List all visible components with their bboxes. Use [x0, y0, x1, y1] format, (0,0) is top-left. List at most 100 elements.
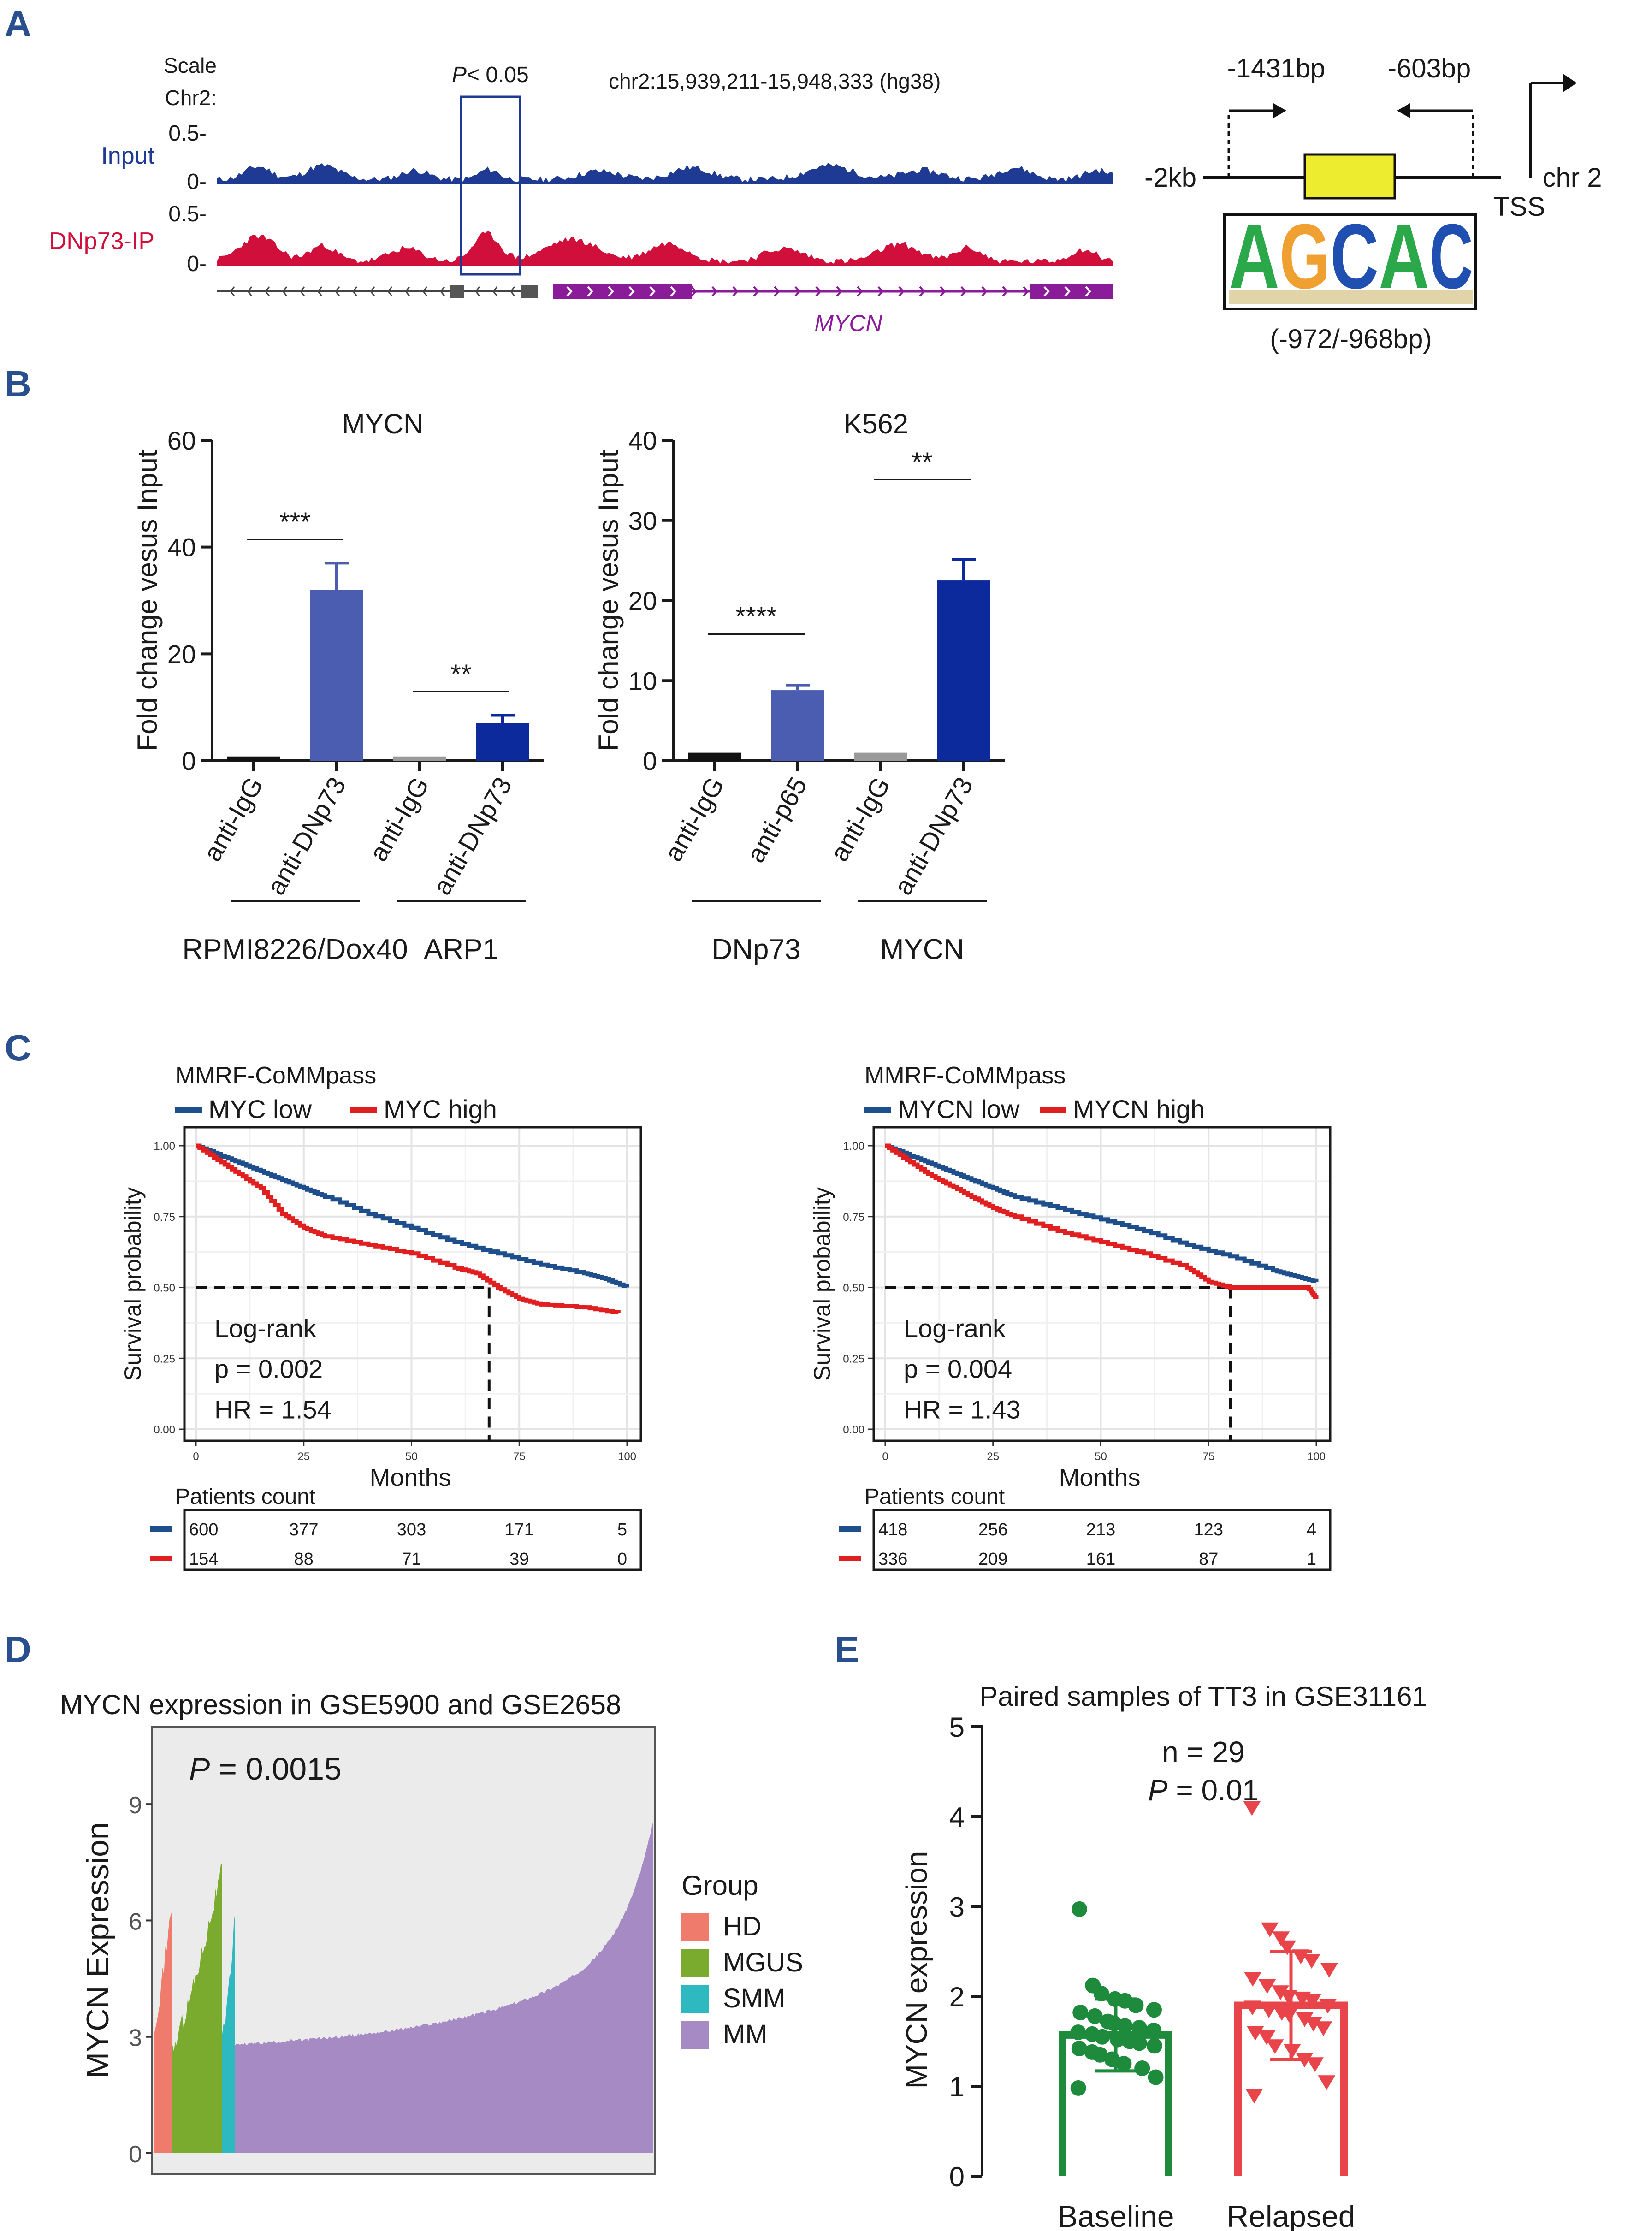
group-label: MYCN: [880, 934, 965, 965]
y-tick-label: 0.25: [843, 1353, 864, 1365]
km-stat: Log-rank: [214, 1314, 317, 1343]
baseline-point: [1131, 2035, 1147, 2051]
d-expression-chart: MYCN expression in GSE5900 and GSE2658 0 3…: [60, 1689, 803, 2175]
panel-d: D MYCN expression in GSE5900 and GSE2658…: [5, 1629, 803, 2175]
risk-cell: 5: [617, 1520, 627, 1539]
relapsed-point: [1296, 2012, 1314, 2027]
x-tick-label: 75: [513, 1450, 526, 1463]
ip-tick-05: 0.5-: [168, 202, 207, 226]
panel-letter-b: B: [5, 363, 31, 404]
motif-logo: A G C A C: [1229, 205, 1473, 308]
genome-region: chr2:15,939,211-15,948,333 (hg38): [609, 69, 941, 93]
relapsed-point: [1279, 1990, 1297, 2005]
relapsed-point: [1306, 2057, 1324, 2072]
y-tick-label: 5: [949, 1712, 965, 1743]
bar: [227, 756, 280, 761]
strand-arrow-icon: [405, 286, 410, 296]
y-tick-label: 0.25: [154, 1353, 175, 1365]
baseline-strip: [153, 2153, 654, 2173]
y-tick-label: 0: [949, 2161, 965, 2192]
bar: [688, 752, 741, 761]
x-tick-label: anti-IgG: [824, 772, 895, 866]
significance-box: [460, 95, 521, 276]
relapsed-point: [1244, 1972, 1262, 1987]
y-tick-label: 0: [182, 746, 196, 775]
y-tick-label: 9: [129, 1792, 142, 1819]
km-title: MMRF-CoMMpass: [175, 1062, 376, 1089]
mycn-arrow-icon: [857, 286, 863, 297]
dnp73-ip-coverage-track: [217, 231, 1113, 266]
y-tick-label: 2: [949, 1982, 965, 2012]
risk-table-title: Patients count: [864, 1485, 1005, 1509]
legend-label-high: MYC high: [384, 1095, 497, 1124]
reverse-primer-arrow-icon: [1397, 103, 1410, 118]
legend-swatch-mm: [681, 2021, 709, 2049]
legend-swatch-mgus: [681, 1949, 709, 1977]
y-tick-label: 0.50: [154, 1282, 175, 1295]
x-tick-label: 0: [193, 1450, 199, 1463]
km-stat: HR = 1.43: [904, 1395, 1021, 1424]
y-tick-label: 0.00: [843, 1424, 864, 1436]
p-value-label: P< 0.05: [452, 63, 529, 87]
risk-cell: 377: [289, 1520, 318, 1539]
significance-stars: ****: [735, 602, 777, 632]
legend-label-mm: MM: [723, 2019, 768, 2049]
y-axis-label: MYCN expression: [900, 1851, 933, 2089]
mycn-arrow-icon: [1064, 286, 1071, 297]
baseline-point: [1117, 2018, 1133, 2034]
plot-border: [183, 1126, 642, 1442]
mycn-exon-1: [553, 284, 692, 299]
baseline-point: [1093, 1986, 1109, 2002]
panel-letter-e: E: [835, 1629, 859, 1670]
primer-left-label: -1431bp: [1227, 53, 1326, 83]
strand-arrow-icon: [282, 286, 288, 296]
x-tick-label: anti-IgG: [363, 772, 434, 866]
legend-swatch-high: [350, 1107, 377, 1113]
relapsed-point: [1320, 1963, 1338, 1978]
y-tick-label: 30: [628, 506, 657, 535]
relapsed-point: [1314, 2021, 1332, 2036]
relapsed-point: [1266, 2039, 1284, 2054]
exon-block: [521, 285, 538, 298]
relapsed-point: [1303, 1954, 1320, 1969]
risk-row-marker: [150, 1526, 172, 1532]
relapsed-point: [1245, 2089, 1263, 2104]
x-tick-label: anti-p65: [741, 772, 813, 868]
relapsed-point: [1318, 2075, 1336, 2090]
relapsed-point: [1243, 1801, 1261, 1816]
bar: [771, 690, 824, 761]
y-tick-label: 0.50: [843, 1282, 864, 1295]
x-tick-label: 0: [882, 1450, 888, 1463]
relapsed-point: [1283, 2044, 1301, 2059]
mycn-arrow-icon: [1023, 286, 1029, 297]
y-tick-label: 4: [949, 1802, 965, 1833]
bar: [310, 590, 363, 761]
gene-label: MYCN: [814, 310, 882, 336]
bar: [476, 723, 529, 761]
plot-border: [872, 1126, 1332, 1442]
y-axis-label: Fold change vesus Input: [132, 450, 163, 751]
track-dnp73-label: DNp73-IP: [49, 228, 154, 254]
survival-curve-mycn-high: [885, 1143, 1319, 1299]
x-tick-label: anti-DNp73: [888, 772, 978, 900]
relapsed-point: [1304, 2017, 1322, 2032]
y-tick-label: 20: [167, 639, 196, 669]
y-tick-label: 0: [129, 2141, 142, 2168]
risk-cell: 209: [978, 1550, 1007, 1569]
mycn-arrow-icon: [608, 286, 614, 297]
mycn-arrow-icon: [711, 286, 718, 297]
significance-stars: ***: [279, 507, 311, 537]
mycn-arrow-icon: [732, 286, 739, 297]
baseline-point: [1104, 2051, 1120, 2067]
km-stat: p = 0.002: [214, 1355, 323, 1384]
legend-label-low: MYCN low: [898, 1095, 1020, 1124]
mycn-arrow-icon: [877, 286, 884, 297]
strand-arrows: [230, 286, 533, 296]
baseline-point: [1070, 2080, 1086, 2096]
risk-cell: 600: [189, 1520, 218, 1539]
y-axis-label: Survival probability: [809, 1187, 835, 1381]
tss-label: TSS: [1493, 192, 1545, 222]
survival-curve-myc-high: [196, 1143, 621, 1314]
y-tick-label: 20: [628, 586, 657, 615]
x-category-label: Baseline: [1057, 2199, 1174, 2231]
